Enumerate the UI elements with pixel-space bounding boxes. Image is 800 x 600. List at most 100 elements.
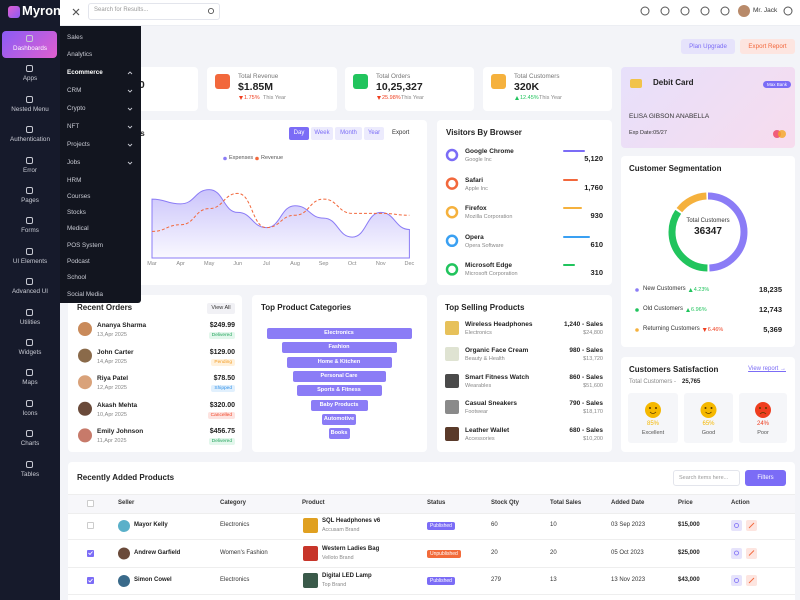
menu-item[interactable]: Tables [20,470,40,478]
submenu-item[interactable]: Jobs [67,159,81,166]
rating-box [739,393,787,443]
segment-change: 4.23% [693,286,710,293]
browser-bar [563,264,575,267]
menu-item[interactable]: Error [23,166,37,174]
bank-badge: Max Bank [763,81,792,88]
chevron-path [127,161,133,165]
submenu-item[interactable]: HRM [67,177,82,184]
menu-item[interactable]: Pages [21,197,39,204]
menu-item[interactable]: Maps [22,379,38,387]
seller: Simon Cowel [134,577,172,583]
customer-name: Riya Patel [97,375,129,383]
menu-item[interactable]: Apps [22,75,38,83]
search-box[interactable] [88,3,220,20]
product-brand: Accusam Brand [322,527,360,533]
card-title: s [140,128,145,138]
menu-item[interactable]: Forms [21,227,39,235]
submenu-item[interactable]: Ecommerce [67,69,103,76]
checkbox[interactable] [87,522,94,529]
product-sales: 860 - Sales [569,373,603,381]
menu-item[interactable]: Advanced UI [11,288,49,296]
submenu-item[interactable]: Analytics [67,51,93,58]
card-title: Customers Satisfaction [629,365,719,374]
chart-tab[interactable]: Week [311,127,333,140]
funnel-bar: Baby Products [310,399,368,411]
funnel-bar: Automotive [322,413,356,425]
export-button[interactable]: Export [392,130,410,136]
edit-action[interactable] [746,520,757,531]
chart-tab[interactable]: Month [335,127,362,140]
submenu-item[interactable]: Stocks [67,209,86,216]
edit-action[interactable] [746,575,757,586]
chevron [127,89,133,93]
stock: 279 [491,577,502,583]
action-button[interactable]: Export Report [740,39,795,54]
checkbox[interactable] [87,549,94,557]
rating-label: Poor [757,430,769,436]
submenu-item[interactable]: Courses [67,193,91,200]
user-name: Mr. Jack [753,7,778,14]
donut-label: Total Customers [686,218,730,224]
product-image [445,321,459,335]
order-date: 13,Apr 2025 [97,332,127,338]
view-action[interactable] [731,520,742,531]
column-header: Total Sales [550,500,582,506]
card-title: Recent Orders [77,303,133,312]
status: Published [427,577,455,585]
submenu-item[interactable]: POS System [67,242,104,249]
checkbox[interactable] [87,500,94,507]
submenu-item[interactable]: Social Media [67,291,104,298]
customer-name: Ananya Sharma [97,322,147,329]
top-selling-card [437,295,612,452]
stat-label: Total Revenue [238,73,279,80]
submenu-item[interactable]: Sales [67,34,83,41]
menu-item[interactable]: Authentication [10,136,50,144]
table-search[interactable] [673,470,740,486]
edit-action[interactable] [746,547,757,559]
x-tick-label: Sep [318,261,329,267]
product-category: Accessories [465,435,495,442]
menu-item[interactable]: Nested Menu [11,105,49,113]
total-label: Total Customers - [629,379,677,385]
view-action[interactable] [731,547,742,559]
rating-percent: 65% [702,421,715,427]
menu-item[interactable]: Dashboards [13,45,47,52]
x-tick-label: Apr [176,261,185,267]
product-amount: $24,800 [583,330,603,336]
filter-button[interactable]: Filters [745,470,786,486]
price: $43,000 [678,577,700,583]
browser-company: Apple Inc [465,185,488,192]
menu-item[interactable]: Icons [22,409,38,417]
submenu-item[interactable]: NFT [67,123,80,130]
price: $25,000 [678,549,700,556]
added-date: 13 Nov 2023 [611,577,646,583]
submenu-item[interactable]: Projects [67,141,90,148]
menu-item[interactable]: Widgets [18,349,42,356]
chart-tab[interactable]: Year [364,127,384,140]
product-name: Casual Sneakers [465,400,518,408]
view-action[interactable] [731,575,742,586]
submenu-item[interactable]: School [67,274,87,281]
menu-item[interactable]: Utilities [19,318,41,326]
stat-value: 10,25,327 [376,81,423,93]
category: Electronics [220,522,250,528]
order-price: $456.75 [209,428,235,436]
menu-item[interactable]: UI Elements [12,257,48,265]
submenu-item[interactable]: CRM [67,87,82,94]
stat-change: 25.98% [382,95,401,101]
submenu-item[interactable]: Medical [67,225,89,232]
rating-box [628,393,678,443]
order-price: $129.00 [209,348,235,356]
stat-value: $1.85M [238,81,274,93]
submenu-item[interactable]: Crypto [67,105,86,112]
row-divider [68,539,795,540]
debit-card [621,67,795,148]
logo-icon [8,6,20,18]
menu-item[interactable]: Charts [20,440,40,448]
chart-tab[interactable]: Day [289,127,309,140]
view-all[interactable]: View All [207,303,235,314]
checkbox[interactable] [87,577,94,584]
submenu-item[interactable]: Podcast [67,258,90,265]
action-button[interactable]: Plan Upgrade [681,39,735,54]
menu-icon [26,126,33,134]
